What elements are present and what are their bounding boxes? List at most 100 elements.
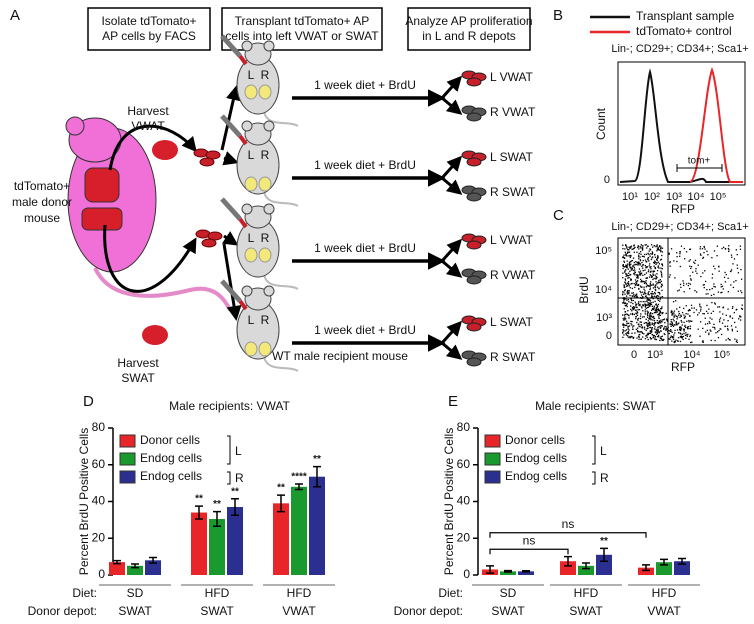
y-tick-label: 80 (92, 420, 106, 434)
event-dot (635, 260, 637, 263)
event-dot (640, 294, 643, 296)
axis-label: RFP (671, 360, 695, 374)
significance-label: ** (213, 499, 221, 510)
event-dot (679, 250, 681, 253)
y-tick-label: 0 (98, 567, 105, 581)
event-dot (630, 301, 632, 304)
event-dot (683, 282, 685, 284)
event-dot (705, 293, 707, 295)
event-dot (739, 248, 742, 250)
event-dot (661, 247, 664, 249)
event-dot (674, 329, 676, 331)
tick-label: 10⁴ (595, 284, 612, 296)
event-dot (712, 326, 714, 328)
event-dot (647, 325, 649, 328)
event-dot (639, 296, 642, 299)
event-dot (654, 266, 656, 269)
event-dot (683, 291, 685, 293)
event-dot (665, 312, 667, 315)
event-dot (634, 294, 636, 296)
event-dot (706, 304, 708, 307)
event-dot (686, 320, 688, 322)
event-dot (720, 292, 722, 294)
x-tick-label: VWAT (647, 604, 681, 618)
event-dot (636, 329, 639, 332)
event-dot (695, 309, 698, 311)
event-dot (623, 314, 626, 316)
event-dot (655, 278, 657, 280)
event-dot (694, 262, 696, 265)
event-dot (651, 284, 653, 286)
event-dot (622, 276, 624, 279)
event-dot (629, 278, 632, 280)
event-dot (677, 332, 680, 334)
event-dot (636, 275, 638, 277)
event-dot (719, 328, 721, 330)
event-dot (639, 315, 642, 317)
event-dot (728, 250, 730, 253)
event-dot (660, 327, 662, 329)
event-dot (624, 316, 626, 318)
event-dot (722, 246, 725, 249)
event-dot (634, 274, 636, 276)
bar (109, 562, 125, 575)
event-dot (624, 289, 627, 291)
event-dot (622, 272, 624, 274)
event-dot (631, 312, 634, 315)
event-dot (638, 336, 640, 338)
event-dot (710, 294, 713, 297)
event-dot (645, 335, 647, 337)
event-dot (644, 273, 646, 276)
event-dot (637, 284, 640, 287)
split-arrow (440, 238, 463, 263)
event-dot (651, 316, 654, 318)
event-dot (652, 297, 655, 300)
fat-pad (258, 176, 272, 192)
event-dot (650, 258, 653, 261)
event-dot (659, 259, 662, 261)
event-dot (660, 338, 663, 340)
event-dot (722, 288, 724, 290)
event-dot (639, 270, 642, 272)
syringe (220, 279, 242, 303)
event-dot (678, 310, 680, 313)
event-dot (677, 340, 679, 342)
gate-label: tom+ (688, 156, 711, 167)
event-dot (705, 331, 707, 333)
event-dot (628, 261, 631, 264)
event-dot (683, 284, 685, 287)
event-dot (657, 309, 660, 311)
event-dot (647, 269, 650, 271)
tick-label: 10⁵ (595, 245, 612, 257)
event-dot (647, 333, 650, 336)
event-dot (647, 320, 649, 322)
event-dot (626, 285, 628, 288)
event-dot (656, 262, 658, 264)
event-dot (680, 336, 682, 338)
event-dot (707, 312, 709, 314)
event-dot (700, 308, 702, 310)
event-dot (649, 330, 652, 333)
event-dot (652, 273, 654, 275)
event-dot (727, 277, 729, 279)
event-dot (644, 269, 646, 271)
event-dot (741, 308, 744, 310)
event-dot (650, 244, 653, 246)
tick-label: 10⁵ (710, 191, 727, 203)
event-dot (628, 325, 631, 327)
harvest-label: VWAT (131, 119, 165, 133)
axis-label: Count (594, 107, 608, 140)
event-dot (623, 299, 625, 301)
event-dot (647, 293, 649, 295)
treatment-label: 1 week diet + BrdU (314, 158, 416, 172)
event-dot (643, 288, 645, 290)
event-dot (679, 332, 681, 334)
event-dot (646, 333, 648, 335)
event-dot (657, 248, 659, 251)
event-dot (668, 338, 670, 340)
event-dot (638, 334, 640, 336)
event-dot (655, 311, 657, 314)
event-dot (622, 329, 624, 331)
event-dot (736, 341, 738, 344)
event-dot (679, 328, 681, 330)
